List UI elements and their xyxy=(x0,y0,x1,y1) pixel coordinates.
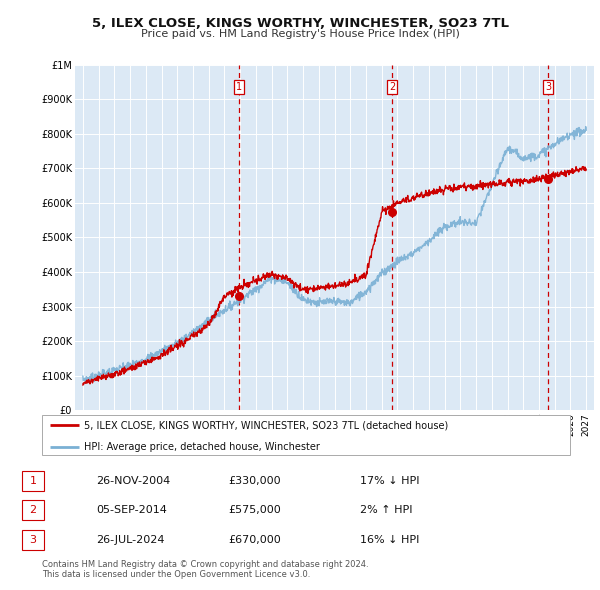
Text: 1: 1 xyxy=(236,82,242,92)
Text: £330,000: £330,000 xyxy=(228,476,281,486)
Text: 26-JUL-2024: 26-JUL-2024 xyxy=(96,535,164,545)
Text: 2: 2 xyxy=(389,82,395,92)
FancyBboxPatch shape xyxy=(42,415,570,455)
Text: Contains HM Land Registry data © Crown copyright and database right 2024.
This d: Contains HM Land Registry data © Crown c… xyxy=(42,560,368,579)
Text: 2: 2 xyxy=(29,506,37,515)
Text: 5, ILEX CLOSE, KINGS WORTHY, WINCHESTER, SO23 7TL (detached house): 5, ILEX CLOSE, KINGS WORTHY, WINCHESTER,… xyxy=(84,421,448,430)
Text: 16% ↓ HPI: 16% ↓ HPI xyxy=(360,535,419,545)
Text: 2% ↑ HPI: 2% ↑ HPI xyxy=(360,506,413,515)
Text: 3: 3 xyxy=(29,535,37,545)
Text: Price paid vs. HM Land Registry's House Price Index (HPI): Price paid vs. HM Land Registry's House … xyxy=(140,29,460,39)
Text: £670,000: £670,000 xyxy=(228,535,281,545)
Text: 26-NOV-2004: 26-NOV-2004 xyxy=(96,476,170,486)
Text: £575,000: £575,000 xyxy=(228,506,281,515)
Text: 1: 1 xyxy=(29,476,37,486)
Text: HPI: Average price, detached house, Winchester: HPI: Average price, detached house, Winc… xyxy=(84,442,320,452)
Text: 17% ↓ HPI: 17% ↓ HPI xyxy=(360,476,419,486)
Text: 05-SEP-2014: 05-SEP-2014 xyxy=(96,506,167,515)
Text: 3: 3 xyxy=(545,82,551,92)
Text: 5, ILEX CLOSE, KINGS WORTHY, WINCHESTER, SO23 7TL: 5, ILEX CLOSE, KINGS WORTHY, WINCHESTER,… xyxy=(91,17,509,30)
